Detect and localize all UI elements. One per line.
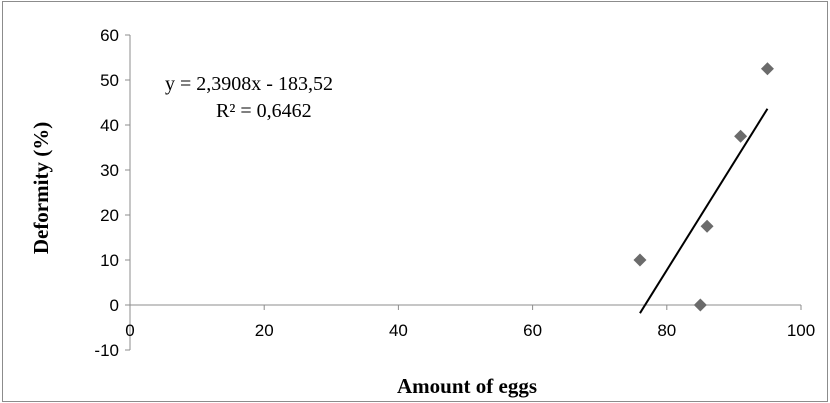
x-tick-label: 20 <box>255 321 274 340</box>
y-axis-title: Deformity (%) <box>29 122 53 254</box>
data-point-diamond <box>734 129 748 143</box>
y-tick-label: 20 <box>100 206 119 225</box>
trendline-group <box>639 108 769 314</box>
x-tick-labels: 0 20 40 60 80 100 <box>125 321 815 340</box>
data-point-diamond <box>633 253 647 267</box>
axes <box>125 34 802 351</box>
x-tick-label: 40 <box>389 321 408 340</box>
data-points <box>633 62 774 312</box>
y-tick-label: 10 <box>100 251 119 270</box>
y-tick-label: 30 <box>100 161 119 180</box>
x-axis-title: Amount of eggs <box>397 374 537 398</box>
y-tick-label: -10 <box>94 341 119 360</box>
y-tick-label: 40 <box>100 116 119 135</box>
x-tick-label: 100 <box>787 321 815 340</box>
data-point-diamond <box>700 219 714 233</box>
y-tick-label: 50 <box>100 71 119 90</box>
linear-trendline <box>639 108 769 314</box>
x-tick-label: 80 <box>657 321 676 340</box>
trendline-equation: y = 2,3908x - 183,52 <box>165 73 333 95</box>
x-tick-label: 60 <box>523 321 542 340</box>
r-squared-label: R² = 0,6462 <box>216 100 312 122</box>
y-tick-label: 60 <box>100 26 119 45</box>
data-point-diamond <box>760 62 774 76</box>
y-tick-label: 0 <box>110 296 119 315</box>
data-point-diamond <box>693 298 707 312</box>
x-tick-label: 0 <box>125 321 134 340</box>
y-tick-labels: -10 0 10 20 30 40 50 60 <box>94 26 119 360</box>
